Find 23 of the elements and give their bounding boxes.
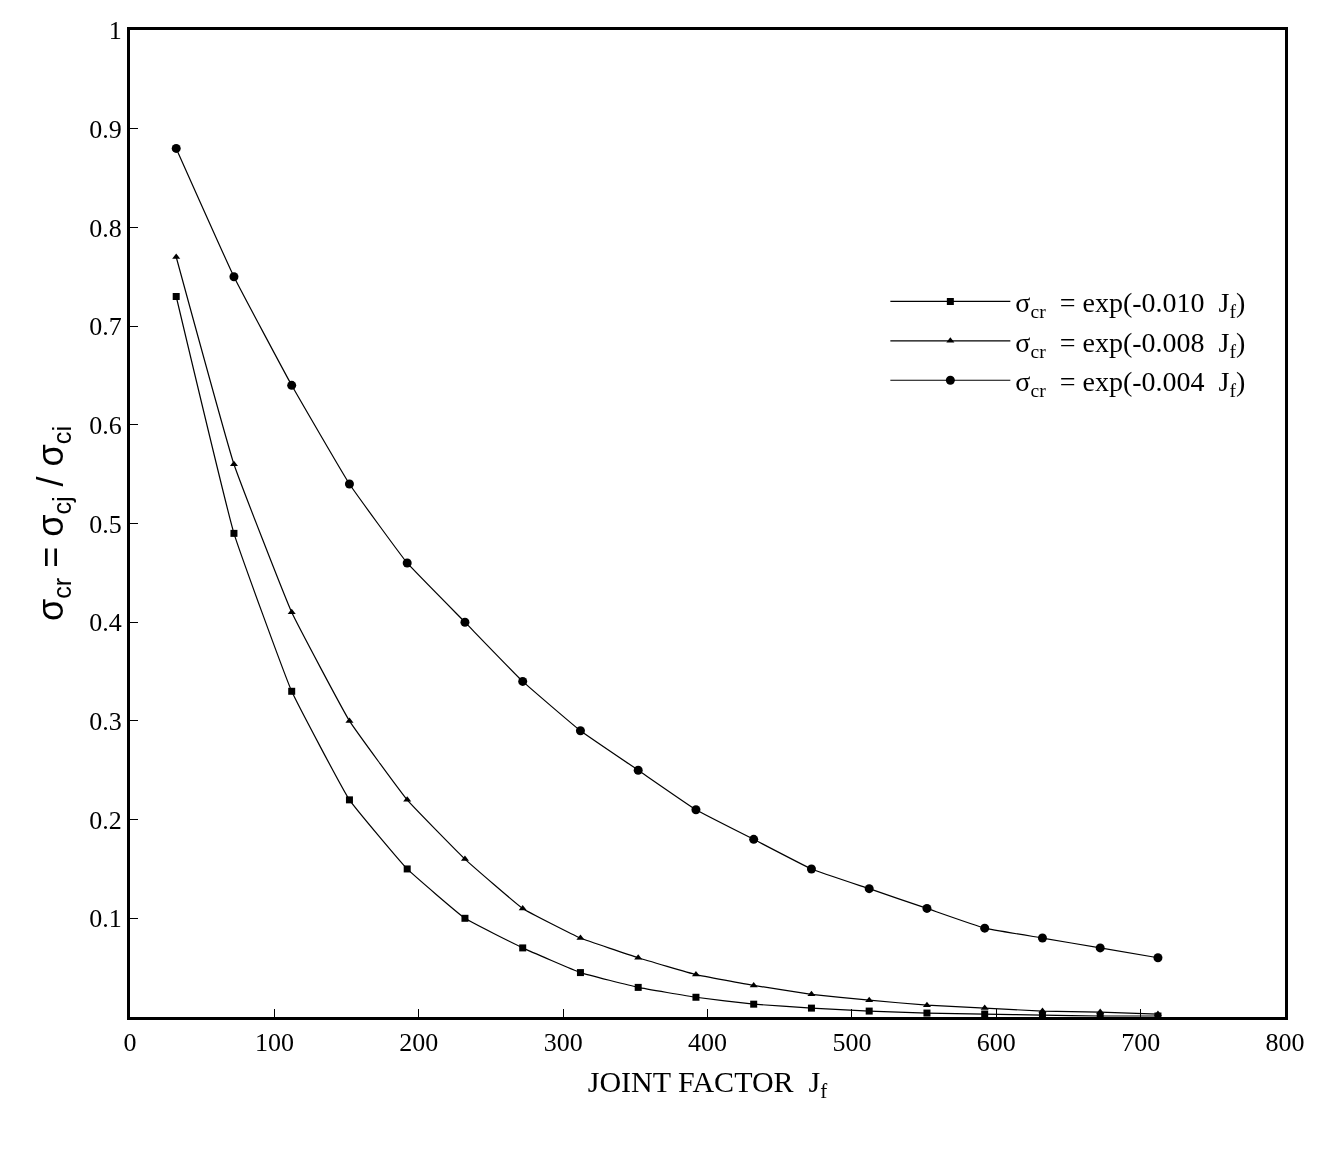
x-tick-label: 400	[688, 1028, 727, 1058]
legend-label: σ$_{cr}$ = exp(-0.008 J$_{f}$)	[1015, 326, 1246, 362]
y-tick-label: 0.3	[89, 707, 122, 736]
y-tick-label: 0.8	[89, 213, 122, 243]
x-tick-label: 500	[832, 1028, 872, 1058]
x-tick-label: 600	[976, 1028, 1016, 1058]
y-tick-label: 0.5	[89, 509, 122, 539]
legend-label: σ$_{cr}$ = exp(-0.004 J$_{f}$)	[1015, 366, 1246, 402]
x-tick-label: 300	[543, 1028, 583, 1058]
legend-label: σ$_{cr}$ = exp(-0.010 J$_{f}$)	[1015, 287, 1246, 323]
x-axis-title: JOINT FACTOR J$_{f}$	[587, 1064, 828, 1103]
y-tick-label: 0.6	[89, 410, 122, 440]
x-tick-label: 700	[1121, 1028, 1161, 1058]
x-tick-label: 800	[1265, 1028, 1305, 1058]
x-tick-label: 0	[123, 1028, 137, 1058]
y-tick-label: 0.9	[89, 114, 122, 144]
y-tick-label: 0.7	[89, 312, 122, 342]
y-tick-label: 0.1	[89, 904, 122, 934]
y-tick-label: 1	[108, 16, 122, 46]
x-tick-label: 100	[254, 1028, 294, 1058]
x-tick-label: 200	[399, 1028, 439, 1058]
y-tick-label: 0.2	[89, 805, 122, 835]
y-tick-label: 0.4	[89, 608, 122, 638]
